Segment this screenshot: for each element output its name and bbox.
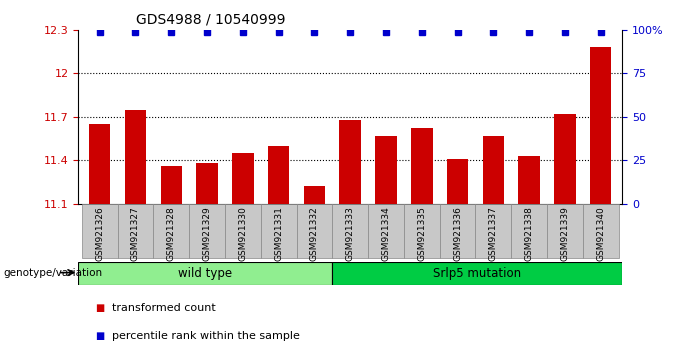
Bar bbox=[160, 166, 182, 204]
Bar bbox=[89, 124, 110, 204]
Bar bbox=[118, 204, 154, 258]
Bar bbox=[304, 186, 325, 204]
Bar bbox=[339, 120, 361, 204]
Bar bbox=[447, 159, 469, 204]
Text: genotype/variation: genotype/variation bbox=[3, 268, 103, 278]
Bar bbox=[483, 136, 504, 204]
Bar bbox=[232, 153, 254, 204]
Bar bbox=[547, 204, 583, 258]
Text: GSM921332: GSM921332 bbox=[310, 206, 319, 261]
Bar bbox=[518, 156, 540, 204]
Text: transformed count: transformed count bbox=[112, 303, 216, 313]
Bar bbox=[440, 204, 475, 258]
Text: percentile rank within the sample: percentile rank within the sample bbox=[112, 331, 300, 341]
Bar bbox=[225, 204, 260, 258]
Text: GSM921340: GSM921340 bbox=[596, 206, 605, 261]
Bar bbox=[554, 114, 576, 204]
Text: GSM921334: GSM921334 bbox=[381, 206, 390, 261]
Text: GSM921329: GSM921329 bbox=[203, 206, 211, 261]
Bar bbox=[411, 129, 432, 204]
Text: GSM921335: GSM921335 bbox=[418, 206, 426, 261]
Bar bbox=[332, 262, 622, 285]
Bar bbox=[189, 204, 225, 258]
Bar bbox=[268, 146, 290, 204]
Text: GSM921333: GSM921333 bbox=[345, 206, 355, 261]
Bar bbox=[154, 204, 189, 258]
Bar bbox=[197, 163, 218, 204]
Bar bbox=[404, 204, 440, 258]
Text: GSM921337: GSM921337 bbox=[489, 206, 498, 261]
Text: ■: ■ bbox=[95, 303, 105, 313]
Text: GSM921331: GSM921331 bbox=[274, 206, 283, 261]
Text: GDS4988 / 10540999: GDS4988 / 10540999 bbox=[136, 12, 286, 27]
Text: wild type: wild type bbox=[178, 267, 232, 280]
Text: GSM921327: GSM921327 bbox=[131, 206, 140, 261]
Bar bbox=[368, 204, 404, 258]
Bar bbox=[475, 204, 511, 258]
Bar bbox=[333, 204, 368, 258]
Bar bbox=[375, 136, 396, 204]
Text: GSM921336: GSM921336 bbox=[453, 206, 462, 261]
Text: GSM921328: GSM921328 bbox=[167, 206, 175, 261]
Text: GSM921330: GSM921330 bbox=[238, 206, 248, 261]
Text: GSM921326: GSM921326 bbox=[95, 206, 104, 261]
Bar bbox=[583, 204, 619, 258]
Text: GSM921339: GSM921339 bbox=[560, 206, 569, 261]
Bar bbox=[78, 262, 332, 285]
Text: GSM921338: GSM921338 bbox=[525, 206, 534, 261]
Bar bbox=[590, 47, 611, 204]
Bar bbox=[124, 110, 146, 204]
Bar bbox=[296, 204, 333, 258]
Text: Srlp5 mutation: Srlp5 mutation bbox=[433, 267, 521, 280]
Bar bbox=[260, 204, 296, 258]
Bar bbox=[511, 204, 547, 258]
Text: ■: ■ bbox=[95, 331, 105, 341]
Bar bbox=[82, 204, 118, 258]
